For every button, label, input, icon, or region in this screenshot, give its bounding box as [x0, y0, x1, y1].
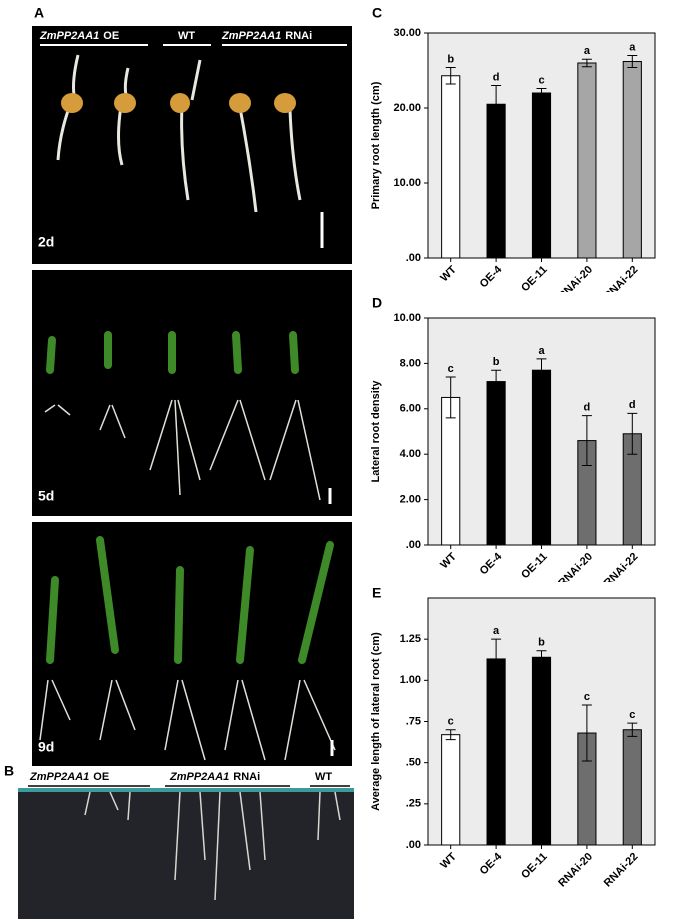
error-bar [581, 704, 592, 762]
bar [531, 92, 552, 259]
y-tick-label: 4.00 [400, 448, 421, 460]
y-tick-label: 10.00 [393, 177, 421, 189]
y-axis-label: Lateral root density [370, 380, 382, 483]
day-label: 5d [38, 488, 54, 504]
y-tick-label: .50 [406, 757, 421, 769]
seeds [61, 93, 296, 113]
error-bar [627, 412, 638, 455]
y-tick-label: 30.00 [393, 27, 421, 39]
significance-letter: c [629, 709, 635, 721]
panel-letter: C [372, 5, 382, 21]
group-suffix: RNAi [285, 30, 312, 42]
panel-letter: E [372, 585, 381, 601]
group-suffix: OE [103, 30, 119, 42]
panel-letter: D [372, 295, 382, 311]
significance-letter: b [538, 637, 545, 649]
y-tick-label: 1.25 [400, 633, 421, 645]
error-bar [627, 55, 638, 68]
significance-letter: a [538, 345, 545, 357]
significance-letter: a [629, 41, 636, 53]
y-axis-label: Average length of lateral root (cm) [370, 632, 382, 811]
significance-letter: d [493, 71, 500, 83]
panel-letter: A [34, 5, 44, 21]
y-tick-label: .25 [406, 798, 421, 810]
gene-name: ZmPP2AA1 [29, 771, 89, 783]
significance-letter: c [538, 74, 544, 86]
error-bar [491, 369, 502, 394]
group-label: ZmPP2AA1 OE [39, 30, 119, 42]
significance-letter: c [448, 363, 454, 375]
y-axis-label: Primary root length (cm) [370, 81, 382, 209]
error-bar [491, 85, 502, 124]
y-tick-label: .75 [406, 715, 421, 727]
bar [577, 62, 597, 259]
group-label: WT [315, 771, 332, 783]
bar [622, 61, 642, 259]
photo-2d [32, 26, 352, 264]
y-tick-label: 6.00 [400, 403, 421, 415]
error-bar [627, 722, 638, 737]
error-bar [536, 358, 547, 383]
significance-letter: d [584, 402, 591, 414]
group-suffix: WT [315, 771, 332, 783]
day-label: 2d [38, 234, 54, 250]
group-label: ZmPP2AA1 RNAi [169, 771, 260, 783]
group-label: ZmPP2AA1 RNAi [221, 30, 312, 42]
y-tick-label: .00 [406, 539, 421, 551]
error-bar [445, 729, 456, 741]
significance-letter: a [493, 625, 500, 637]
y-tick-label: 10.00 [393, 312, 421, 324]
error-bar [491, 638, 502, 680]
significance-letter: c [448, 716, 454, 728]
bar [622, 729, 642, 846]
y-tick-label: 20.00 [393, 102, 421, 114]
bar [486, 658, 506, 846]
error-bar [581, 415, 592, 467]
error-bar [536, 650, 547, 665]
significance-letter: b [447, 53, 454, 65]
error-bar [536, 88, 547, 98]
gene-name: ZmPP2AA1 [169, 771, 229, 783]
group-suffix: RNAi [233, 771, 260, 783]
significance-letter: c [584, 691, 590, 703]
error-bar [581, 58, 592, 68]
bar [486, 103, 506, 259]
error-bar [445, 67, 456, 85]
error-bar [445, 376, 456, 419]
photo-9d [32, 522, 352, 766]
y-tick-label: 1.00 [400, 674, 421, 686]
group-suffix: OE [93, 771, 109, 783]
photo-b [18, 788, 354, 919]
significance-letter: b [493, 356, 500, 368]
day-label: 9d [38, 739, 54, 755]
scale-bars [320, 212, 334, 756]
leaves [46, 331, 334, 664]
significance-letter: d [629, 399, 636, 411]
bar [441, 75, 461, 259]
bar [486, 381, 506, 546]
y-tick-label: .00 [406, 252, 421, 264]
tray-edge [18, 788, 354, 792]
group-suffix: WT [178, 30, 195, 42]
bar [441, 734, 461, 846]
gene-name: ZmPP2AA1 [39, 30, 99, 42]
gene-name: ZmPP2AA1 [221, 30, 281, 42]
significance-letter: a [584, 45, 591, 57]
bar [531, 369, 552, 546]
y-tick-label: 2.00 [400, 494, 421, 506]
group-label: ZmPP2AA1 OE [29, 771, 109, 783]
roots-b [84, 791, 341, 901]
roots [39, 399, 336, 761]
y-tick-label: .00 [406, 839, 421, 851]
panel-letter: B [4, 763, 14, 779]
y-tick-label: 8.00 [400, 357, 421, 369]
bar [441, 396, 461, 546]
photo-5d [32, 270, 352, 516]
group-label: WT [178, 30, 195, 42]
bar [531, 656, 552, 846]
